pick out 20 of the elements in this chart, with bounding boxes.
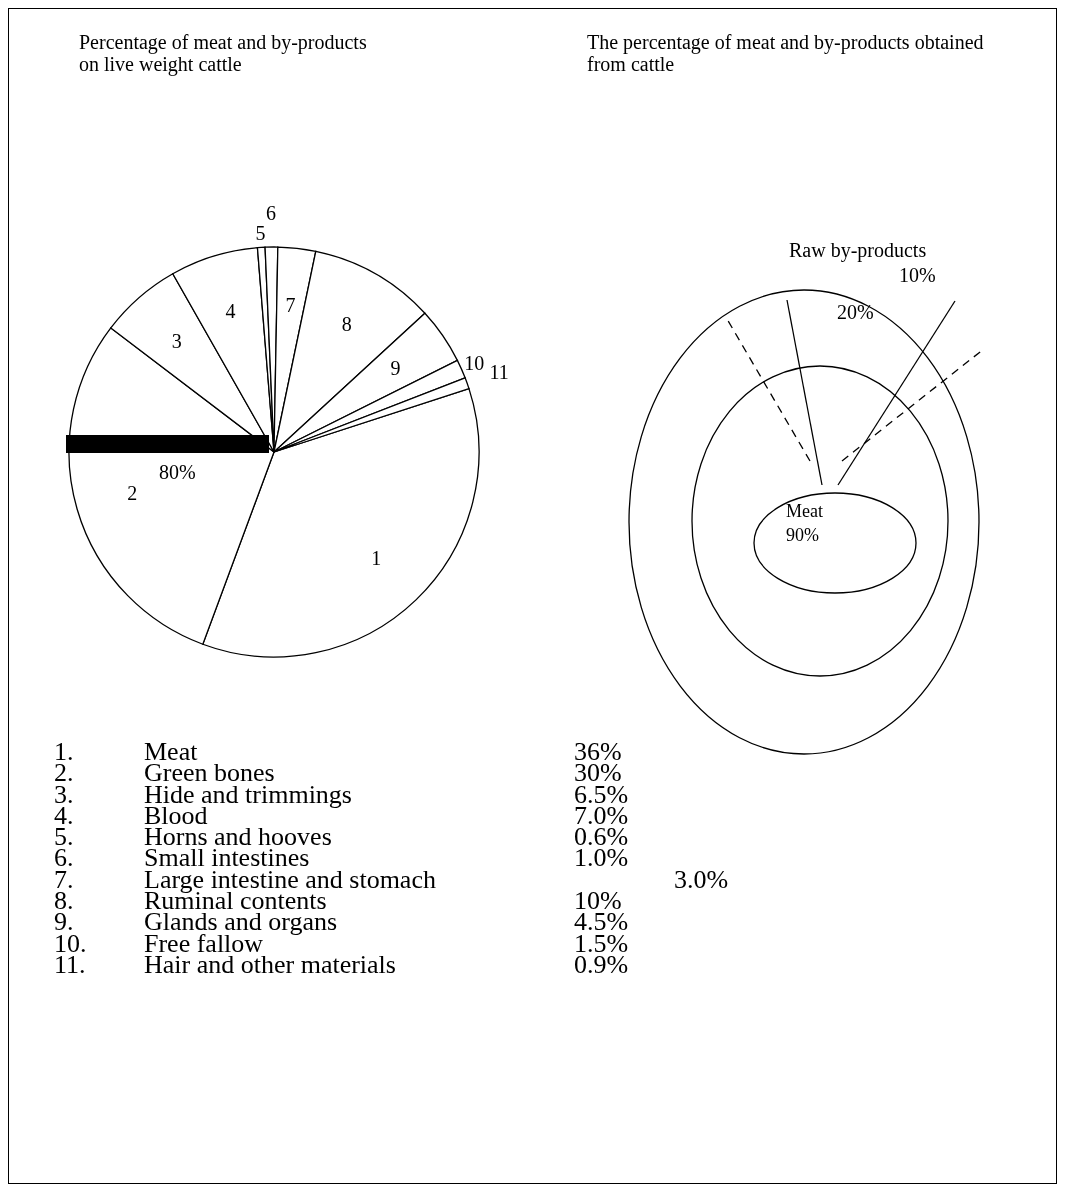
slice-label: 5	[255, 222, 266, 245]
text: Raw by-products	[789, 239, 927, 262]
slice-label: 2	[127, 482, 138, 505]
text: 10%	[899, 264, 936, 287]
text: The percentage of meat and by-products obtained from cattle	[587, 31, 985, 75]
slice-label: 1	[371, 547, 382, 570]
text: 20%	[837, 301, 874, 324]
slice-label: 3	[171, 329, 182, 352]
slice-label: 9	[390, 357, 401, 380]
slice-label: 7	[285, 294, 296, 317]
text: 80%	[159, 461, 196, 484]
text: Meat	[786, 501, 823, 522]
slice-label: 6	[266, 202, 277, 225]
chart-title: Percentage of meat and by-products on live weight cattle	[79, 31, 368, 75]
text: 3.0%	[674, 864, 729, 894]
slice-label: 4	[225, 299, 236, 322]
slice-label: 11	[489, 360, 509, 383]
slice-label: 10	[464, 352, 485, 375]
text: 90%	[786, 525, 819, 546]
slice-label: 8	[341, 312, 352, 335]
